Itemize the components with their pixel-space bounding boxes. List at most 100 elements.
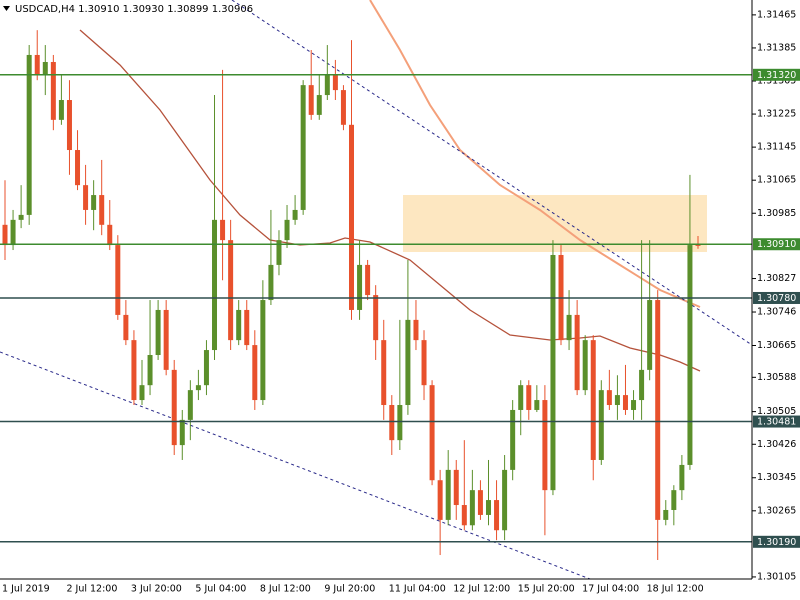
candle-body (66, 100, 72, 151)
y-tick-label: 1.30105 (757, 571, 796, 582)
candle-body (332, 74, 338, 91)
candle-body (357, 264, 363, 310)
candle-body (139, 385, 145, 401)
y-tick-label: 1.30985 (757, 208, 796, 219)
candle-body (614, 395, 620, 406)
y-tick-label: 1.30588 (757, 372, 796, 383)
y-tick-label: 1.30505 (757, 406, 796, 417)
x-tick-label: 3 Jul 20:00 (131, 584, 182, 595)
candle-body (389, 405, 395, 441)
candle-body (83, 185, 89, 210)
x-tick-label: 15 Jul 20:00 (518, 584, 575, 595)
candle-body (631, 400, 637, 410)
candle-body (542, 400, 548, 491)
candle-body (421, 340, 427, 386)
zone (403, 195, 707, 252)
candle-body (252, 345, 258, 401)
candle-body (502, 469, 508, 531)
candle-body (91, 195, 97, 210)
candle-body (147, 355, 153, 386)
level-label-box (753, 291, 800, 304)
candle-body (131, 340, 137, 401)
candle-body (18, 214, 24, 220)
candle-body (574, 314, 580, 391)
candle-body (42, 61, 48, 75)
candle-body (123, 314, 129, 341)
candle-body (663, 509, 669, 520)
x-tick-label: 17 Jul 04:00 (582, 584, 639, 595)
level-label-box (753, 415, 800, 428)
level-label: 1.30910 (757, 239, 796, 250)
candle-body (308, 85, 314, 115)
candle-body (171, 369, 177, 446)
chart-title: USDCAD,H4 1.30910 1.30930 1.30899 1.3090… (15, 4, 253, 15)
moving-average (369, 0, 701, 308)
candle-body (429, 385, 435, 481)
candle-body (639, 369, 645, 401)
x-tick-label: 12 Jul 12:00 (453, 584, 510, 595)
moving-average (79, 29, 701, 372)
candle-body (485, 500, 491, 515)
candle-body (590, 340, 596, 460)
candle-body (155, 309, 161, 356)
candle-body (606, 390, 612, 406)
level-label-box (753, 68, 800, 81)
candle-body (622, 395, 628, 410)
candle-body (381, 340, 387, 406)
candle-body (58, 100, 64, 120)
candle-body (453, 469, 459, 506)
axes: 1.30105 1.30265 1.30345 1.30426 1.30505 1.305… (0, 9, 800, 595)
candle-body (300, 85, 306, 210)
candle-body (671, 490, 677, 510)
candle-body (397, 405, 403, 441)
candle-body (469, 490, 475, 526)
level-label-box (753, 535, 800, 548)
candle-body (212, 219, 218, 351)
level-label: 1.30190 (757, 537, 796, 548)
candle-body (365, 264, 371, 296)
candle-body (349, 124, 354, 310)
candle-body (163, 309, 169, 370)
candle-body (107, 224, 113, 246)
candle-body (284, 219, 290, 241)
level-label: 1.31320 (757, 70, 796, 81)
candle-body (598, 390, 604, 460)
candle-body (268, 264, 274, 301)
y-tick-label: 1.31065 (757, 175, 796, 186)
y-tick-label: 1.30345 (757, 472, 796, 483)
candle-body (566, 314, 572, 341)
candle-body (10, 219, 16, 246)
candle-body (50, 61, 56, 120)
y-tick-label: 1.31145 (757, 142, 796, 153)
candle-body (445, 469, 451, 520)
trend-line (231, 0, 753, 346)
candle-body (526, 385, 532, 410)
level-label: 1.30780 (757, 293, 796, 304)
candle-body (292, 209, 298, 220)
level-label-box (753, 238, 800, 251)
y-tick-label: 1.30827 (757, 273, 796, 284)
x-tick-label: 5 Jul 04:00 (195, 584, 246, 595)
menu-icon[interactable] (3, 6, 10, 11)
candle-body (550, 254, 556, 491)
y-tick-label: 1.31385 (757, 42, 796, 53)
candle-body (695, 244, 701, 246)
candle-body (655, 300, 661, 520)
candle-body (316, 95, 322, 115)
y-tick-label: 1.31465 (757, 9, 796, 20)
candle-body (228, 240, 234, 341)
candle-body (437, 480, 443, 520)
candle-body (236, 309, 242, 341)
x-tick-label: 18 Jul 12:00 (647, 584, 704, 595)
candle-body (647, 300, 653, 370)
candle-body (115, 245, 121, 315)
candle-body (582, 340, 588, 391)
candle-body (26, 54, 32, 215)
candle-body (477, 490, 483, 515)
y-tick-label: 1.30746 (757, 307, 796, 318)
candle-body (373, 295, 379, 341)
candle-body (244, 309, 250, 346)
candles (2, 30, 701, 560)
x-tick-label: 1 Jul 2019 (2, 584, 50, 595)
